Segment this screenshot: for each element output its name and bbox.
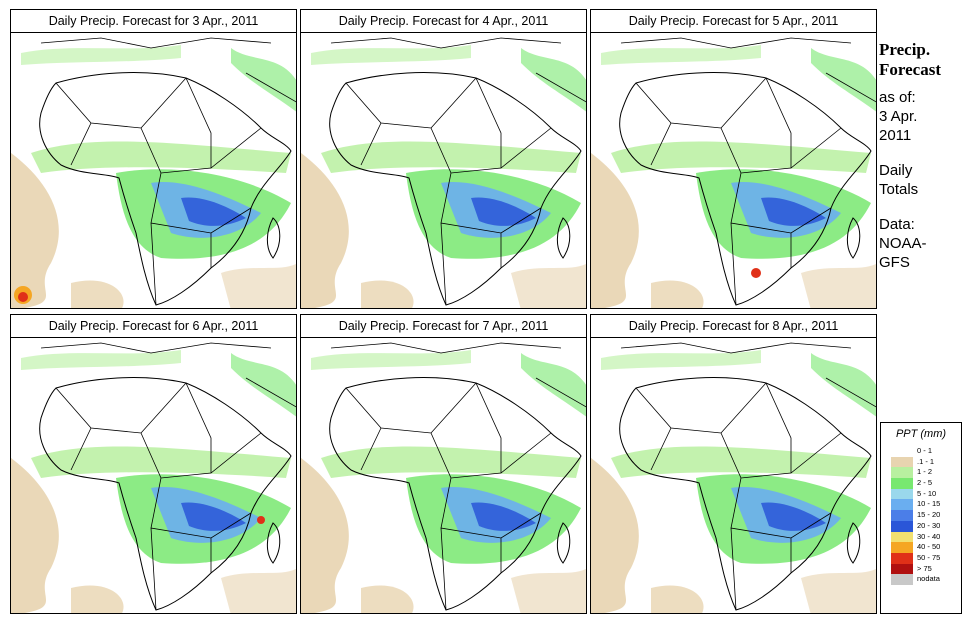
legend-row: 30 - 40 — [881, 531, 961, 543]
legend-row: 0 - 1 — [881, 446, 961, 457]
info-daily-line1: Daily — [879, 162, 913, 179]
precip-map — [10, 32, 297, 309]
info-asof: as of: — [879, 89, 916, 106]
legend-label: 5 - 10 — [917, 488, 937, 498]
legend-label: 1 - 2 — [917, 467, 933, 477]
legend-swatch — [891, 574, 913, 585]
legend-swatch — [891, 552, 913, 564]
forecast-panel-apr6: Daily Precip. Forecast for 6 Apr., 2011 — [10, 314, 297, 614]
legend-title: PPT (mm) — [895, 428, 947, 440]
precip-map — [590, 32, 877, 309]
panel-title: Daily Precip. Forecast for 3 Apr., 2011 — [10, 9, 297, 33]
legend-swatch — [891, 563, 913, 575]
legend-label: 0 - 1 — [917, 446, 933, 455]
legend-row: 5 - 10 — [881, 488, 961, 500]
legend-swatch — [891, 520, 913, 532]
info-date-line2: 2011 — [879, 127, 912, 144]
info-title-line2: Forecast — [879, 60, 941, 79]
legend-row: .1 - 1 — [881, 456, 961, 468]
legend-swatch — [891, 531, 913, 543]
legend-row: 1 - 2 — [881, 467, 961, 479]
legend-row: nodata — [881, 574, 961, 585]
legend-row: 40 - 50 — [881, 542, 961, 553]
info-data-line2: NOAA- — [879, 235, 927, 252]
forecast-panel-apr4: Daily Precip. Forecast for 4 Apr., 2011 — [300, 9, 587, 309]
legend-label: 15 - 20 — [917, 510, 941, 520]
panel-title: Daily Precip. Forecast for 8 Apr., 2011 — [590, 314, 877, 338]
forecast-panel-apr8: Daily Precip. Forecast for 8 Apr., 2011 — [590, 314, 877, 614]
forecast-panel-apr3: Daily Precip. Forecast for 3 Apr., 2011 — [10, 9, 297, 309]
legend-swatch — [891, 488, 913, 500]
legend-swatch — [891, 467, 913, 479]
legend-label: 20 - 30 — [917, 520, 941, 530]
precip-map — [300, 32, 587, 309]
precip-map — [590, 337, 877, 614]
forecast-panel-apr5: Daily Precip. Forecast for 5 Apr., 2011 — [590, 9, 877, 309]
panel-title: Daily Precip. Forecast for 4 Apr., 2011 — [300, 9, 587, 33]
legend-swatch — [891, 456, 913, 468]
legend-label: .1 - 1 — [917, 456, 935, 466]
legend-swatch — [891, 510, 913, 521]
info-sidebar: Precip. Forecast as of: 3 Apr. 2011 Dail… — [879, 40, 963, 272]
legend-label: 30 - 40 — [917, 531, 941, 541]
precip-map — [300, 337, 587, 614]
legend-row: 10 - 15 — [881, 499, 961, 511]
legend-row: 50 - 75 — [881, 552, 961, 564]
legend-label: > 75 — [917, 563, 932, 573]
legend-label: 10 - 15 — [917, 499, 941, 509]
info-date-line1: 3 Apr. — [879, 108, 918, 125]
panel-title: Daily Precip. Forecast for 5 Apr., 2011 — [590, 9, 877, 33]
legend-swatch — [891, 446, 913, 457]
legend-label: 2 - 5 — [917, 478, 933, 488]
forecast-panel-apr7: Daily Precip. Forecast for 7 Apr., 2011 — [300, 314, 587, 614]
legend-row: 15 - 20 — [881, 510, 961, 521]
legend-swatch — [891, 499, 913, 511]
legend-label: nodata — [917, 574, 940, 584]
legend-row: > 75 — [881, 563, 961, 575]
info-data-line3: GFS — [879, 254, 910, 271]
legend-label: 50 - 75 — [917, 552, 941, 562]
legend-row: 2 - 5 — [881, 478, 961, 489]
panel-title: Daily Precip. Forecast for 6 Apr., 2011 — [10, 314, 297, 338]
info-daily-line2: Totals — [879, 181, 919, 198]
precip-map — [10, 337, 297, 614]
legend-swatch — [891, 542, 913, 553]
info-data-line1: Data: — [879, 216, 915, 233]
legend-row: 20 - 30 — [881, 520, 961, 532]
legend-label: 40 - 50 — [917, 542, 941, 552]
legend-swatch — [891, 478, 913, 489]
info-title-line1: Precip. — [879, 40, 931, 59]
panel-title: Daily Precip. Forecast for 7 Apr., 2011 — [300, 314, 587, 338]
